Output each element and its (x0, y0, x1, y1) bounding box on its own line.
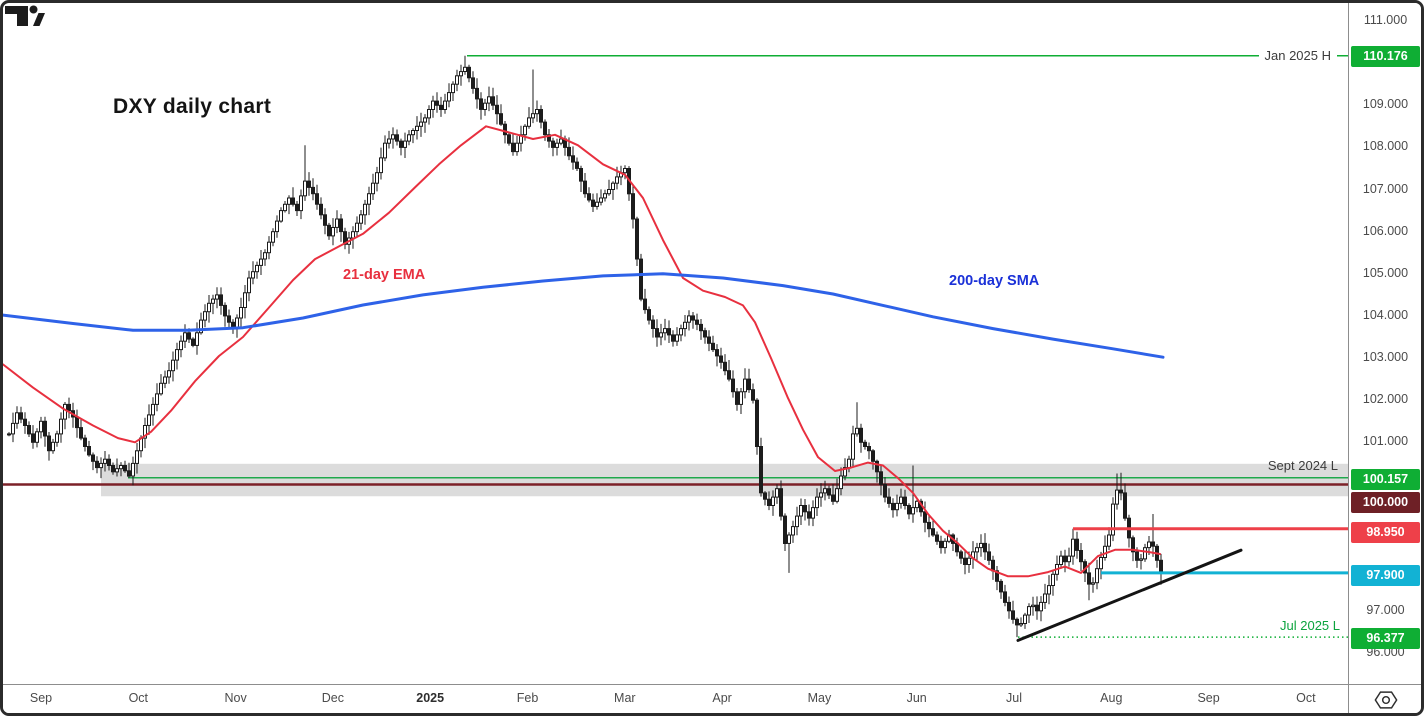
price-badge-96.377: 96.377 (1351, 628, 1420, 650)
y-axis-tick: 107.000 (1362, 181, 1409, 196)
x-axis-label-Oct: Oct (128, 691, 149, 705)
x-axis-label-Jul: Jul (1006, 691, 1022, 705)
price-badge-110.176: 110.176 (1351, 45, 1420, 67)
price-badge-98.950: 98.950 (1351, 521, 1420, 543)
price-badge-97.900: 97.900 (1351, 564, 1420, 586)
x-axis-label-Aug: Aug (1100, 691, 1123, 705)
x-axis-label-Sep: Sep (1197, 691, 1220, 705)
sma-200-line (3, 272, 1165, 359)
price-badge-100.000: 100.000 (1351, 492, 1420, 514)
y-axis-tick: 103.000 (1362, 350, 1409, 365)
x-axis-label-Nov: Nov (224, 691, 247, 705)
y-axis-tick: 105.000 (1362, 265, 1409, 280)
y-axis-tick: 101.000 (1362, 434, 1409, 449)
page-title: DXY daily chart (113, 95, 272, 118)
y-axis-tick: 106.000 (1362, 223, 1409, 238)
sma-line-label: 200-day SMA (949, 273, 1040, 289)
candlestick-series (7, 55, 1163, 638)
jan-2025-high-label: Jan 2025 H (1258, 48, 1337, 63)
x-axis-label-Feb: Feb (516, 691, 539, 705)
x-axis-label-2025: 2025 (416, 691, 445, 705)
axis-settings-button[interactable] (1348, 684, 1421, 713)
price-chart-svg (3, 54, 1348, 642)
x-axis-label-Mar: Mar (614, 691, 636, 705)
y-axis-tick: 109.000 (1362, 97, 1409, 112)
y-axis-tick: 97.000 (1366, 602, 1405, 617)
ema-21-line (3, 125, 1161, 578)
sept-2024-low-label: Sept 2024 L (1267, 458, 1338, 473)
ascending-trendline[interactable] (1016, 548, 1243, 642)
x-axis-label-Apr: Apr (712, 691, 732, 705)
chart-canvas[interactable]: DXY daily chart 21-day EMA 200-day SMA J… (3, 3, 1348, 684)
x-axis-label-May: May (807, 691, 832, 705)
y-axis-tick: 102.000 (1362, 392, 1409, 407)
y-axis-tick: 111.000 (1363, 13, 1408, 27)
tradingview-logo[interactable] (3, 3, 47, 29)
ema-line-label: 21-day EMA (343, 267, 426, 283)
y-axis-tick: 104.000 (1362, 307, 1409, 322)
price-axis[interactable]: 111.000 109.000 108.000 107.000 106.000 105.0… (1348, 3, 1421, 684)
price-badge-100.157: 100.157 (1351, 468, 1420, 490)
support-zone (101, 463, 1348, 497)
x-axis-label-Jun: Jun (906, 691, 927, 705)
x-axis-label-Sep: Sep (29, 691, 53, 705)
x-axis-label-Dec: Dec (321, 691, 345, 705)
jul-2025-low-label: Jul 2025 L (1280, 618, 1340, 633)
time-axis[interactable]: Sep Oct Nov Dec 2025 Feb Mar Apr May Jun Jul Aug Sep… (3, 684, 1348, 713)
y-axis-tick: 108.000 (1362, 139, 1409, 154)
x-axis-label-Oct: Oct (1296, 691, 1316, 705)
hexagon-gear-icon (1374, 690, 1397, 709)
